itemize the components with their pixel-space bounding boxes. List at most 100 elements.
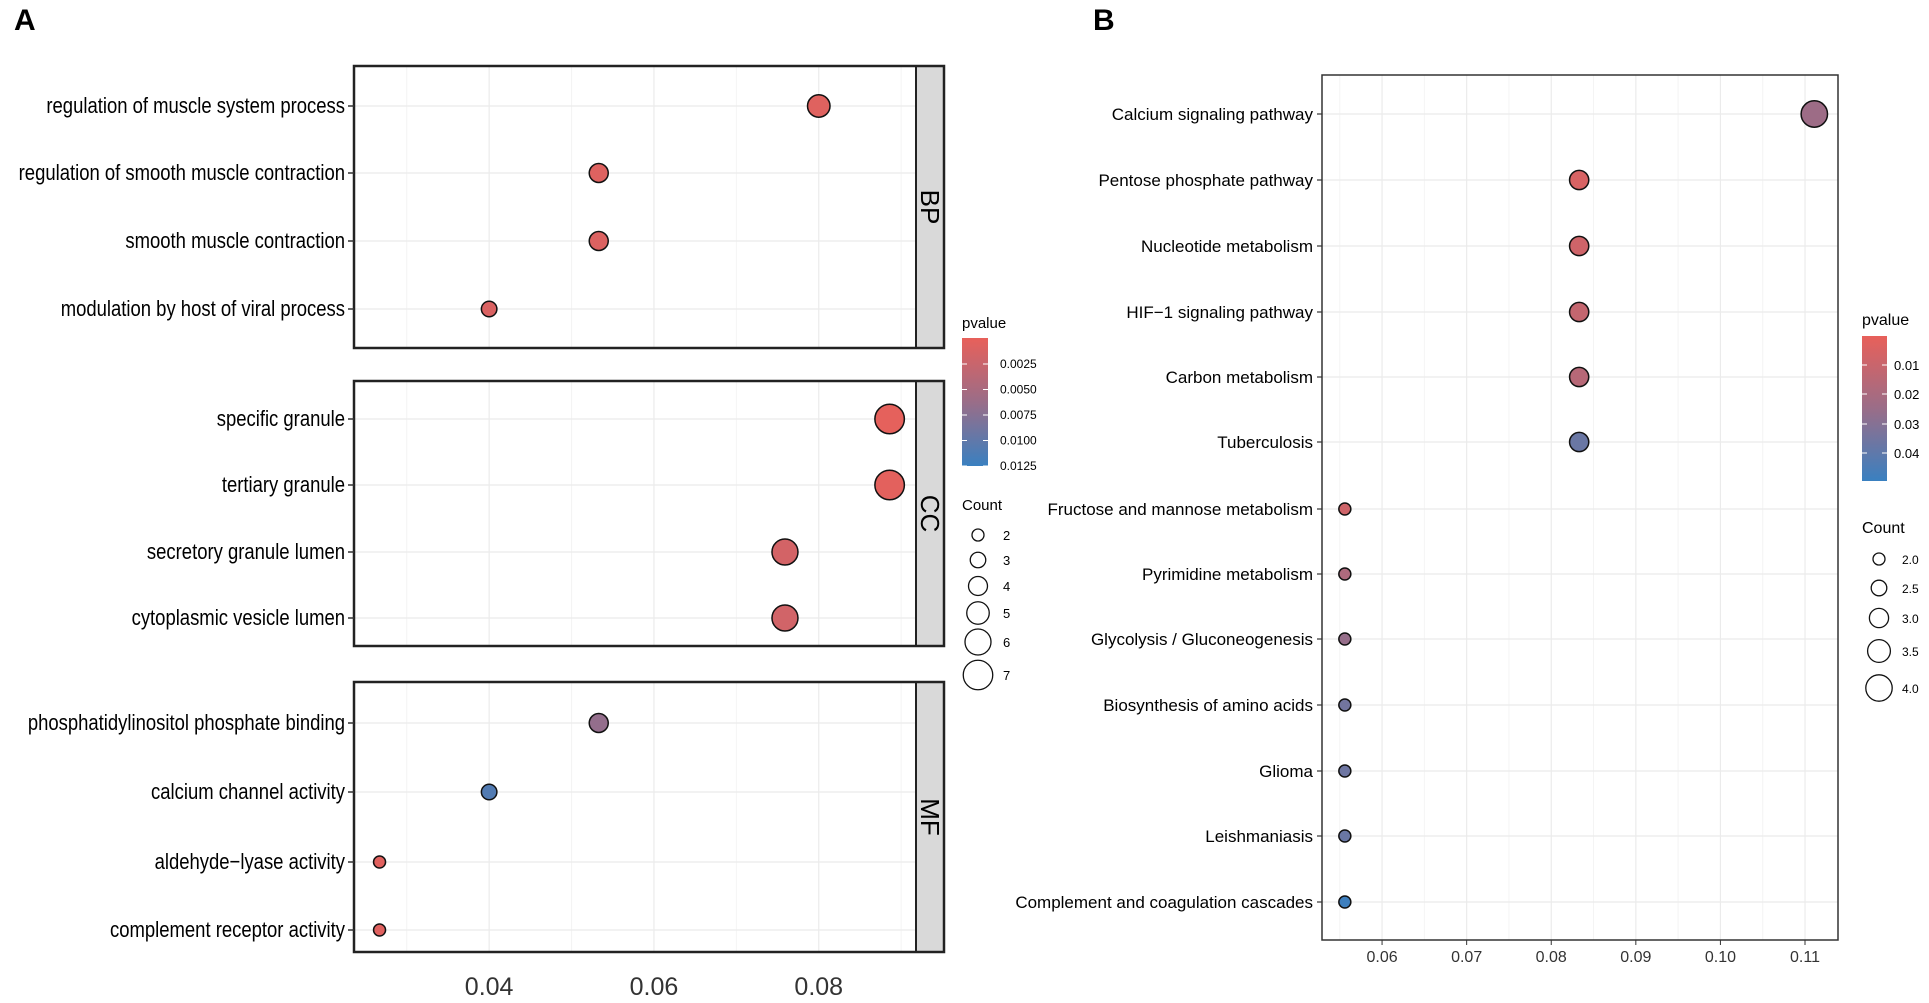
size-legend-label: 4: [1003, 579, 1010, 594]
legend-count-title: Count: [1862, 520, 1905, 537]
colorbar-tick-label: 0.0100: [1000, 434, 1037, 448]
legend-pvalue-title: pvalue: [1862, 312, 1909, 329]
x-tick-label: 0.06: [630, 973, 679, 1001]
y-tick-label: Pyrimidine metabolism: [1142, 565, 1313, 584]
size-legend-label: 2: [1003, 528, 1010, 543]
colorbar-tick-label: 0.01: [1894, 358, 1919, 373]
size-legend-label: 4.0: [1902, 682, 1919, 696]
x-tick-label: 0.07: [1451, 949, 1482, 966]
data-point: [1338, 829, 1352, 843]
panel-label-b: B: [1093, 4, 1115, 37]
data-point: [771, 538, 799, 566]
facet-strip-label: CC: [915, 495, 945, 533]
y-tick-label: secretory granule lumen: [147, 541, 345, 565]
colorbar-tick-label: 0.0125: [1000, 459, 1037, 473]
data-point: [372, 855, 387, 869]
panel-background: [354, 66, 916, 348]
size-legend-label: 3.5: [1902, 645, 1919, 659]
legend-count-title: Count: [962, 497, 1003, 514]
y-tick-label: Tuberculosis: [1217, 433, 1313, 452]
facet-strip-label: BP: [915, 190, 945, 225]
colorbar-tick-label: 0.0075: [1000, 408, 1037, 422]
panel-label-a: A: [14, 4, 36, 37]
data-point: [1338, 567, 1352, 581]
y-tick-label: regulation of smooth muscle contraction: [19, 162, 345, 186]
colorbar-tick-label: 0.03: [1894, 417, 1919, 432]
data-point: [1338, 764, 1352, 778]
y-tick-label: Glycolysis / Gluconeogenesis: [1091, 630, 1313, 649]
y-tick-label: cytoplasmic vesicle lumen: [132, 607, 345, 631]
y-tick-label: modulation by host of viral process: [61, 298, 345, 322]
colorbar-tick-label: 0.0050: [1000, 383, 1037, 397]
size-legend-circle: [1872, 552, 1886, 566]
size-legend-circle: [962, 659, 994, 691]
size-legend-circle: [966, 601, 990, 625]
facet-strip: [915, 65, 945, 349]
pvalue-colorbar: [1862, 336, 1887, 481]
facet-cc: CC specific granule tertiary granule secret…: [132, 379, 946, 648]
data-point: [1568, 169, 1590, 191]
facet-strip: [915, 380, 945, 647]
size-legend-label: 6: [1003, 635, 1010, 650]
y-tick-label: HIF−1 signaling pathway: [1126, 303, 1313, 322]
y-tick-label: aldehyde−lyase activity: [155, 851, 346, 875]
y-tick-label: phosphatidylinositol phosphate binding: [28, 712, 345, 736]
panel-background: [354, 381, 916, 646]
facet-bp: BP regulation of muscle system process reg…: [19, 64, 946, 350]
x-tick-label: 0.09: [1620, 949, 1651, 966]
panel-b-plot: Calcium signaling pathway Pentose phospha…: [1015, 74, 1839, 966]
pvalue-colorbar: [962, 338, 988, 466]
size-legend-circle: [1870, 579, 1888, 597]
data-point: [480, 783, 498, 801]
x-tick-label: 0.08: [794, 973, 843, 1001]
y-tick-label: Glioma: [1259, 762, 1313, 781]
facet-strip-label: MF: [915, 798, 945, 836]
y-tick-label: regulation of muscle system process: [46, 95, 345, 119]
size-legend-label: 7: [1003, 668, 1010, 683]
y-tick-label: Carbon metabolism: [1166, 368, 1313, 387]
x-tick-label: 0.04: [465, 973, 514, 1001]
panel-border: [352, 379, 946, 648]
size-legend-circle: [964, 628, 992, 656]
data-point: [588, 230, 609, 252]
colorbar-tick-label: 0.02: [1894, 387, 1919, 402]
x-tick-label: 0.08: [1536, 949, 1567, 966]
data-point: [1338, 895, 1352, 909]
x-tick-label: 0.10: [1705, 949, 1736, 966]
x-tick-label: 0.11: [1790, 949, 1820, 966]
size-legend-circle: [1866, 638, 1892, 664]
size-legend-circle: [1868, 607, 1890, 629]
panel-border: [352, 680, 946, 954]
data-point: [1338, 632, 1352, 646]
data-point: [480, 300, 498, 318]
size-legend-circle: [1865, 674, 1893, 702]
data-point: [372, 923, 387, 937]
size-legend-label: 5: [1003, 606, 1010, 621]
data-point: [1338, 698, 1352, 712]
size-legend-label: 2.0: [1902, 553, 1919, 567]
data-point: [1568, 431, 1590, 453]
size-legend-circle: [971, 528, 985, 542]
data-point: [1568, 235, 1590, 257]
size-legend-circle: [969, 551, 987, 569]
y-tick-label: Calcium signaling pathway: [1112, 105, 1314, 124]
data-point: [874, 403, 906, 435]
data-point: [1568, 301, 1590, 323]
y-tick-label: Pentose phosphate pathway: [1098, 171, 1313, 190]
size-legend-label: 3.0: [1902, 612, 1919, 626]
data-point: [1568, 366, 1590, 388]
data-point: [771, 604, 799, 632]
y-tick-label: Fructose and mannose metabolism: [1047, 500, 1313, 519]
y-tick-label: Nucleotide metabolism: [1141, 237, 1313, 256]
data-point: [1338, 502, 1352, 516]
colorbar-tick-label: 0.0025: [1000, 357, 1037, 371]
data-point: [874, 469, 906, 501]
y-tick-label: calcium channel activity: [151, 781, 346, 805]
y-tick-label: tertiary granule: [222, 474, 345, 498]
panel-border: [1321, 74, 1839, 941]
y-tick-label: complement receptor activity: [110, 919, 346, 943]
facet-mf: MF phosphatidylinositol phosphate binding…: [28, 680, 946, 954]
data-point: [588, 162, 609, 184]
panel-background: [354, 682, 916, 952]
